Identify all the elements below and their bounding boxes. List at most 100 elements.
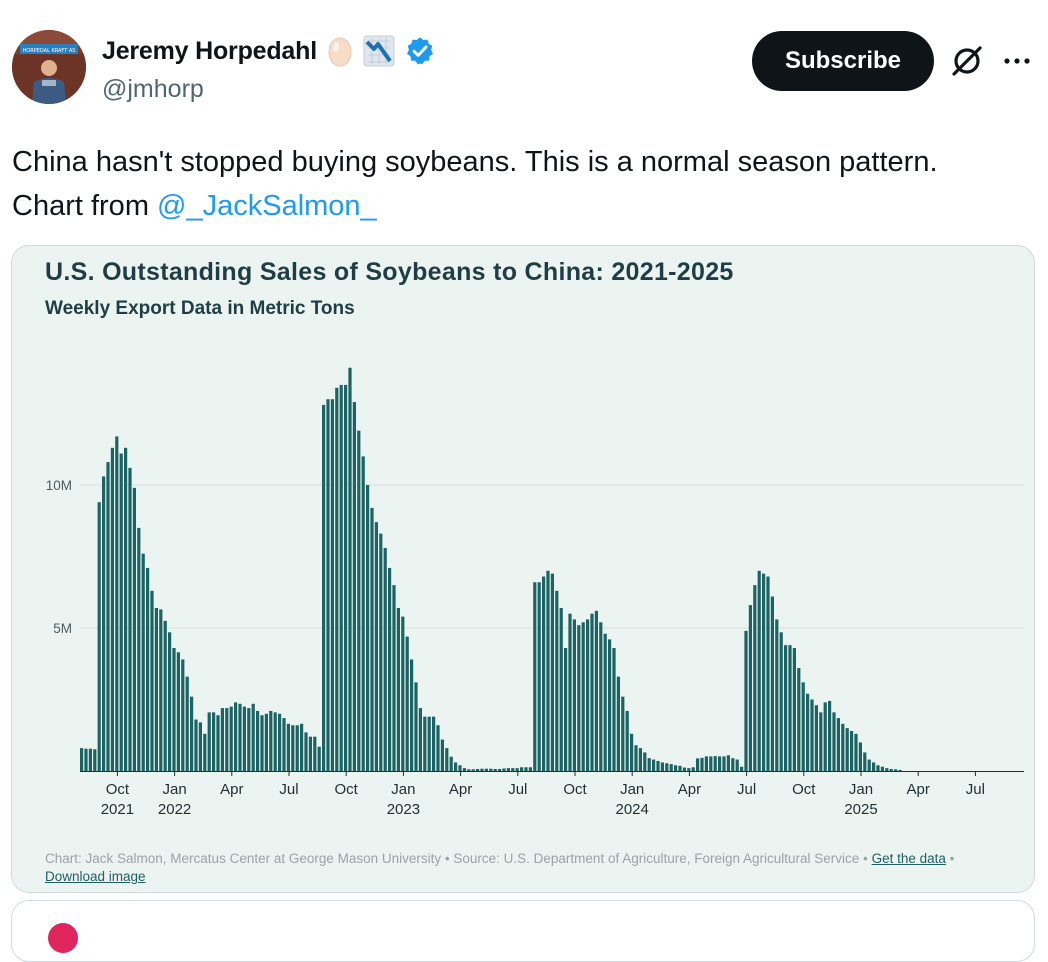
data-bar	[674, 765, 678, 771]
data-bar	[638, 748, 642, 771]
data-bar	[423, 716, 427, 771]
data-bar	[784, 645, 788, 771]
author-name[interactable]: Jeremy Horpedahl	[102, 36, 317, 65]
data-bar	[445, 748, 449, 771]
data-bar	[704, 756, 708, 771]
data-bar	[80, 748, 84, 771]
data-bar	[586, 619, 590, 771]
grok-icon[interactable]	[950, 44, 984, 78]
data-bar	[779, 632, 783, 771]
data-bar	[520, 767, 524, 771]
data-bar	[348, 367, 352, 771]
data-bar	[564, 648, 568, 771]
data-bar	[154, 607, 158, 771]
data-bar	[524, 767, 528, 771]
data-bar	[740, 766, 744, 771]
data-bar	[418, 708, 422, 771]
data-bar	[612, 648, 616, 771]
data-bar	[84, 748, 88, 771]
data-bar	[867, 759, 871, 771]
data-bar	[850, 730, 854, 771]
data-bar	[581, 622, 585, 771]
data-bar	[476, 768, 480, 771]
data-bar	[493, 768, 497, 771]
data-bar	[344, 384, 348, 771]
data-bar	[401, 616, 405, 771]
data-bar	[621, 696, 625, 771]
data-bar	[691, 767, 695, 771]
author-name-row: Jeremy Horpedahl	[102, 35, 435, 67]
data-bar	[159, 609, 163, 771]
data-bar	[110, 447, 114, 771]
data-bar	[458, 765, 462, 771]
data-bar	[304, 732, 308, 771]
data-bar	[308, 736, 312, 771]
data-bar	[823, 702, 827, 771]
data-bar	[366, 485, 370, 771]
subscribe-button[interactable]: Subscribe	[752, 31, 934, 91]
data-bar	[396, 607, 400, 771]
data-bar	[264, 713, 268, 771]
data-bar	[762, 573, 766, 771]
data-bar	[339, 384, 343, 771]
download-image-link[interactable]: Download image	[45, 869, 146, 884]
x-tick-label: Jul	[508, 781, 527, 798]
data-bar	[251, 703, 255, 771]
x-tick-label: Apr	[220, 781, 243, 798]
chart-decreasing-icon	[363, 35, 395, 67]
data-bar	[335, 387, 339, 771]
data-bar	[163, 620, 167, 771]
data-bar	[678, 765, 682, 771]
data-bar	[256, 710, 260, 771]
next-post-card[interactable]	[11, 900, 1035, 962]
data-bar	[357, 430, 361, 771]
data-bar	[269, 710, 273, 771]
data-bar	[322, 404, 326, 771]
data-bar	[137, 527, 141, 771]
data-bar	[93, 749, 97, 771]
data-bar	[198, 722, 202, 771]
chart-footer: Chart: Jack Salmon, Mercatus Center at G…	[45, 850, 1025, 886]
data-bar	[590, 613, 594, 771]
x-tick-label: Jan	[620, 781, 644, 798]
mention-link[interactable]: @_JackSalmon_	[157, 190, 377, 222]
x-tick-label: Jan	[391, 781, 415, 798]
x-tick-label: Apr	[907, 781, 930, 798]
get-the-data-link[interactable]: Get the data	[871, 851, 946, 866]
avatar[interactable]: HORPEDAL KRAFT AS	[12, 30, 86, 104]
data-bar	[634, 745, 638, 771]
author-handle[interactable]: @jmhorp	[102, 75, 204, 103]
x-tick-label: Jul	[737, 781, 756, 798]
data-bar	[502, 768, 506, 771]
data-bar	[568, 613, 572, 771]
x-tick-label: Apr	[678, 781, 701, 798]
more-icon[interactable]	[1002, 44, 1032, 78]
data-bar	[872, 762, 876, 771]
x-tick-label: Oct	[563, 781, 587, 798]
data-bar	[392, 585, 396, 771]
data-bar	[722, 756, 726, 771]
data-bar	[467, 769, 471, 771]
x-tick-year: 2025	[844, 801, 877, 818]
data-bar	[863, 752, 867, 771]
tweet-text: China hasn't stopped buying soybeans. Th…	[12, 140, 1032, 228]
data-bar	[88, 748, 92, 771]
data-bar	[427, 716, 431, 771]
data-bar	[326, 399, 330, 771]
data-bar	[471, 769, 475, 771]
data-bar	[370, 507, 374, 771]
data-bar	[449, 756, 453, 771]
data-bar	[836, 718, 840, 771]
data-bar	[687, 768, 691, 771]
chart-card[interactable]: U.S. Outstanding Sales of Soybeans to Ch…	[11, 245, 1035, 893]
x-tick-label: Jul	[279, 781, 298, 798]
data-bar	[894, 769, 898, 771]
data-bar	[317, 746, 321, 771]
chart-subtitle: Weekly Export Data in Metric Tons	[45, 298, 355, 319]
data-bar	[696, 758, 700, 771]
verified-badge-icon	[406, 37, 433, 65]
data-bar	[260, 715, 264, 771]
data-bar	[572, 619, 576, 771]
data-bar	[484, 768, 488, 771]
data-bar	[885, 768, 889, 771]
